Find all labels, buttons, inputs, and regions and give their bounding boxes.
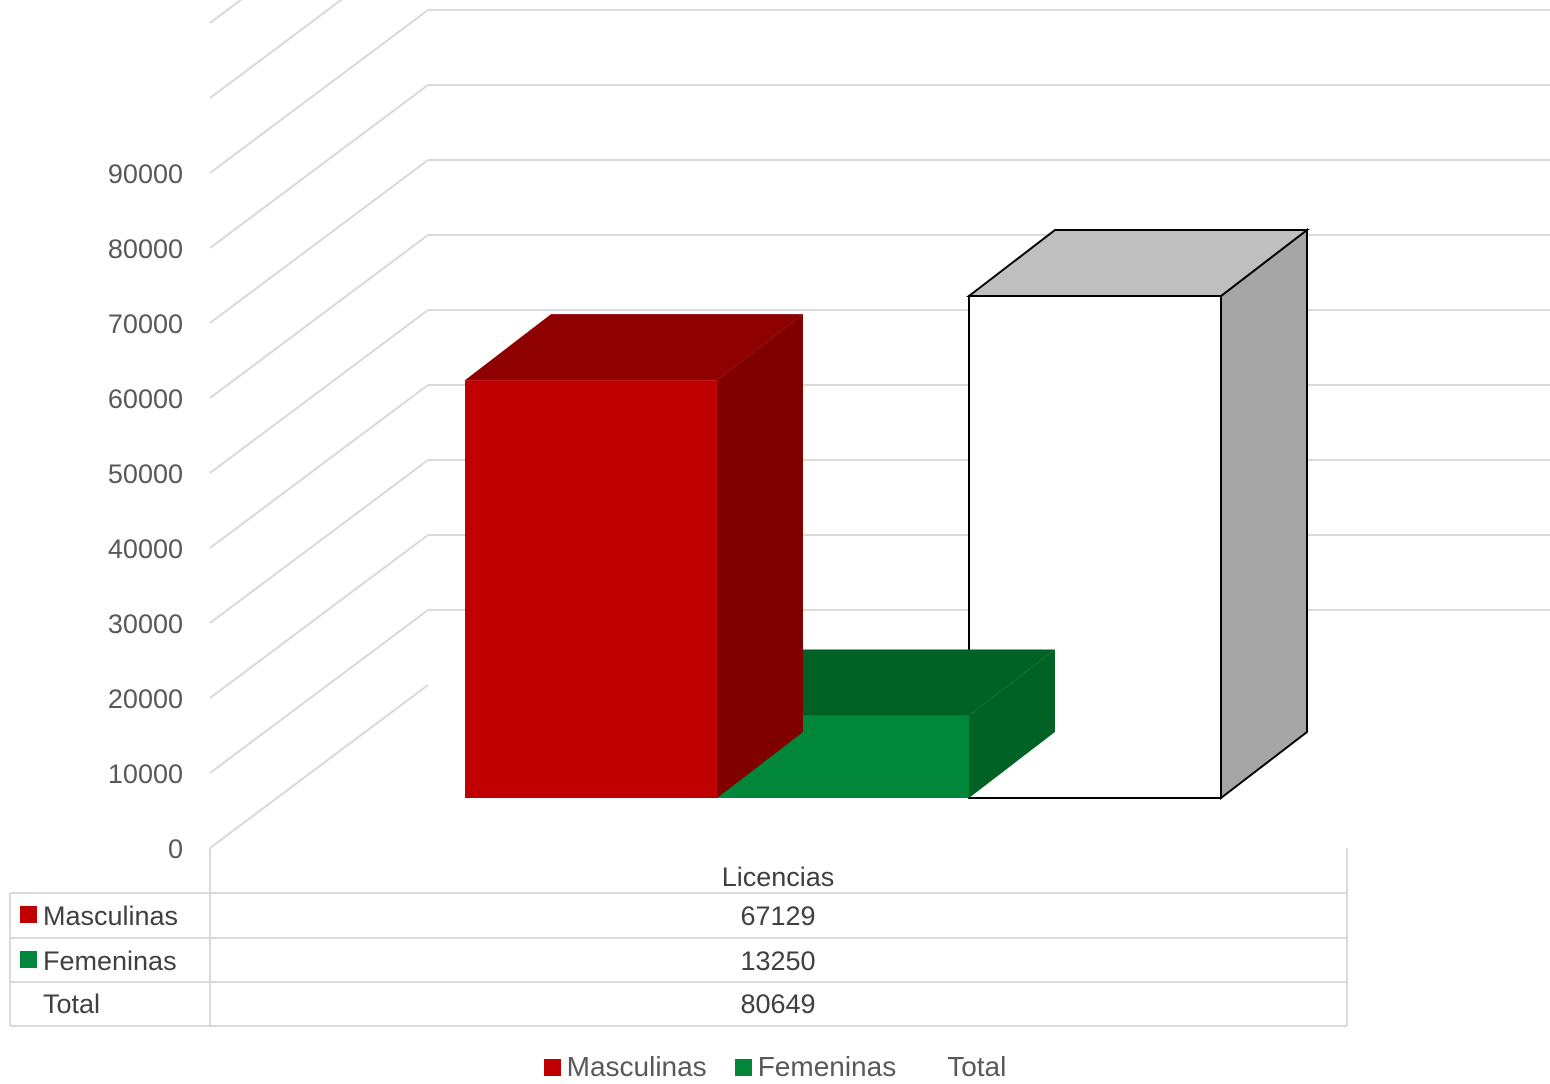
bars — [465, 227, 1310, 801]
bar-front-masculinas — [465, 380, 717, 798]
legend-swatch-masculinas — [543, 1058, 561, 1076]
y-tick-label: 60000 — [108, 384, 183, 414]
table-series-label-total: Total — [43, 989, 100, 1019]
gridline-diagonal — [209, 9, 429, 174]
gridline-diagonal — [209, 684, 429, 849]
gridline-diagonal — [209, 459, 429, 624]
gridlines — [209, 0, 1550, 849]
y-axis-tick-labels: 0 10000 20000 30000 40000 50000 60000 70000 8000… — [108, 159, 183, 864]
y-tick-label: 10000 — [108, 759, 183, 789]
y-tick-label: 70000 — [108, 309, 183, 339]
y-tick-label: 90000 — [108, 159, 183, 189]
gridline-diagonal — [209, 0, 343, 99]
y-tick-label: 20000 — [108, 684, 183, 714]
legend-item-femeninas: Femeninas — [734, 1051, 897, 1083]
gridline-diagonal — [209, 159, 429, 324]
legend-swatch-total — [924, 1059, 941, 1076]
gridline-diagonal — [209, 384, 429, 549]
y-tick-label: 0 — [168, 834, 183, 864]
gridline-diagonal — [209, 309, 429, 474]
gridline-diagonal — [209, 0, 243, 24]
table-swatch-masculinas — [20, 906, 37, 923]
legend-label-femeninas: Femeninas — [757, 1051, 897, 1082]
data-table-header: Licencias — [722, 862, 835, 892]
table-series-label-masculinas: Masculinas — [43, 901, 178, 931]
data-table: Licencias Masculinas 67129 Femeninas 132… — [9, 848, 1348, 1027]
table-value-masculinas: 67129 — [740, 901, 815, 931]
y-tick-label: 30000 — [108, 609, 183, 639]
bar-top-masculinas — [465, 314, 803, 381]
gridline-diagonal — [209, 234, 429, 399]
table-value-total: 80649 — [740, 989, 815, 1019]
legend-label-masculinas: Masculinas — [566, 1051, 707, 1082]
gridline-diagonal — [209, 84, 429, 249]
legend-item-masculinas: Masculinas — [543, 1051, 707, 1083]
legend-item-total: Total — [924, 1051, 1006, 1083]
bar-side-femeninas — [969, 649, 1055, 798]
bar-side-total — [1220, 227, 1308, 801]
bar-total — [966, 227, 1310, 801]
table-value-femeninas: 13250 — [740, 946, 815, 976]
gridline-diagonal — [209, 609, 429, 774]
bar-side-masculinas — [717, 314, 803, 798]
y-tick-label: 50000 — [108, 459, 183, 489]
bar-masculinas — [465, 314, 803, 798]
y-tick-label: 40000 — [108, 534, 183, 564]
y-tick-label: 80000 — [108, 234, 183, 264]
table-series-label-femeninas: Femeninas — [43, 946, 177, 976]
legend: Masculinas Femeninas Total — [0, 1050, 1550, 1084]
legend-swatch-femeninas — [734, 1058, 752, 1076]
table-swatch-femeninas — [20, 951, 37, 968]
gridline-diagonal — [209, 534, 429, 699]
legend-label-total: Total — [947, 1051, 1007, 1082]
